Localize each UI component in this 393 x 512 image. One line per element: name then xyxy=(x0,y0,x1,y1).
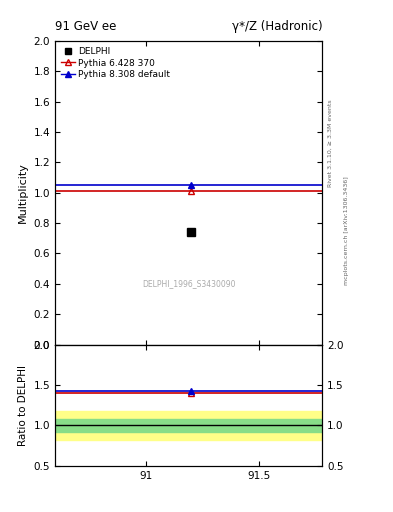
Text: γ*/Z (Hadronic): γ*/Z (Hadronic) xyxy=(231,20,322,33)
Y-axis label: Ratio to DELPHI: Ratio to DELPHI xyxy=(18,365,28,446)
Y-axis label: Multiplicity: Multiplicity xyxy=(18,162,28,223)
Bar xyxy=(55,419,322,432)
Text: mcplots.cern.ch [arXiv:1306.3436]: mcplots.cern.ch [arXiv:1306.3436] xyxy=(344,176,349,285)
Text: Rivet 3.1.10, ≥ 3.3M events: Rivet 3.1.10, ≥ 3.3M events xyxy=(328,99,333,187)
Text: 91 GeV ee: 91 GeV ee xyxy=(55,20,116,33)
Legend: DELPHI, Pythia 6.428 370, Pythia 8.308 default: DELPHI, Pythia 6.428 370, Pythia 8.308 d… xyxy=(59,46,172,80)
Text: DELPHI_1996_S3430090: DELPHI_1996_S3430090 xyxy=(142,279,235,288)
Bar xyxy=(55,411,322,440)
